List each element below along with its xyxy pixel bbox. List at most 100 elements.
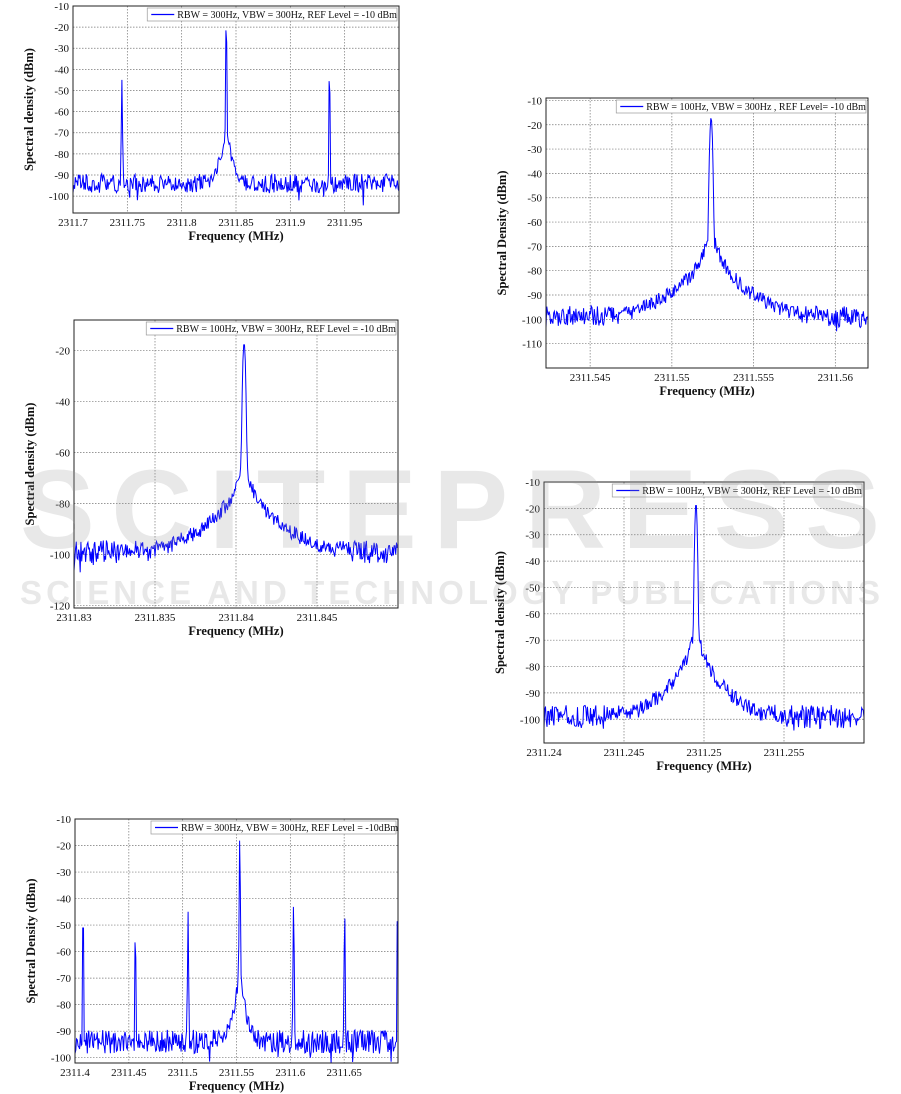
- x-tick-label: 2311.255: [764, 747, 805, 759]
- x-tick-label: 2311.6: [275, 1067, 305, 1079]
- y-tick-label: -100: [49, 191, 70, 203]
- y-tick-label: -10: [527, 95, 542, 107]
- y-tick-label: -30: [56, 867, 71, 879]
- x-tick-label: 2311.95: [327, 217, 363, 229]
- y-tick-label: -40: [56, 894, 71, 906]
- x-axis-label: Frequency (MHz): [656, 759, 751, 773]
- x-tick-label: 2311.8: [167, 217, 197, 229]
- spectrum-chart-2: 2311.83 2311.835 2311.84 2311.845 -20 -40 -60 -…: [23, 319, 399, 638]
- y-tick-label: -10: [54, 1, 69, 13]
- y-tick-label: -20: [56, 841, 71, 853]
- y-tick-label: -20: [525, 503, 540, 515]
- x-tick-label: 2311.555: [733, 372, 774, 384]
- y-tick-label: -20: [527, 120, 542, 132]
- y-tick-label: -80: [527, 266, 542, 278]
- y-tick-label: -50: [525, 582, 540, 594]
- y-tick-label: -100: [51, 1053, 72, 1065]
- y-tick-label: -60: [55, 448, 70, 460]
- y-tick-label: -30: [54, 43, 69, 55]
- y-tick-label: -50: [527, 193, 542, 205]
- x-tick-label: 2311.9: [275, 217, 305, 229]
- axes-frame: [543, 481, 865, 744]
- y-tick-label: -10: [525, 477, 540, 489]
- legend: RBW = 100Hz, VBW = 300Hz , REF Level= -1…: [615, 99, 867, 114]
- spectrum-chart-1: 2311.7 2311.75 2311.8 2311.85 2311.9 2311.95 -…: [22, 1, 400, 243]
- y-tick-label: -80: [525, 662, 540, 674]
- y-tick-label: -50: [56, 920, 71, 932]
- x-tick-label: 2311.25: [686, 747, 722, 759]
- y-tick-label: -80: [55, 499, 70, 511]
- y-axis-label: Spectral density (dBm): [493, 551, 507, 674]
- y-tick-label: -100: [522, 314, 543, 326]
- spectrum-chart-4: 2311.24 2311.245 2311.25 2311.255 -10 -20 -30 -…: [493, 477, 865, 773]
- spectrum-trace: [74, 840, 399, 1064]
- y-tick-label: -90: [56, 1026, 71, 1038]
- x-tick-label: 2311.7: [58, 217, 88, 229]
- x-axis-label: Frequency (MHz): [188, 229, 283, 243]
- y-tick-label: -80: [54, 149, 69, 161]
- x-tick-label: 2311.75: [110, 217, 146, 229]
- x-tick-label: 2311.845: [297, 612, 338, 624]
- y-tick-label: -60: [525, 609, 540, 621]
- y-tick-label: -100: [520, 714, 541, 726]
- x-tick-label: 2311.55: [219, 1067, 255, 1079]
- legend-label: RBW = 100Hz, VBW = 300Hz, REF Level = -1…: [176, 324, 396, 335]
- legend-box: [615, 99, 867, 114]
- x-tick-label: 2311.56: [818, 372, 854, 384]
- y-tick-label: -70: [56, 973, 71, 985]
- y-tick-label: -80: [56, 1000, 71, 1012]
- axes-frame: [72, 5, 400, 214]
- plot-area: [546, 98, 868, 368]
- y-tick-label: -90: [54, 170, 69, 182]
- x-tick-label: 2311.245: [604, 747, 645, 759]
- y-tick-label: -20: [55, 346, 70, 358]
- y-tick-label: -60: [54, 107, 69, 119]
- y-tick-label: -50: [54, 85, 69, 97]
- y-tick-label: -20: [54, 22, 69, 34]
- x-tick-label: 2311.45: [111, 1067, 147, 1079]
- y-tick-label: -40: [527, 168, 542, 180]
- x-tick-label: 2311.545: [570, 372, 611, 384]
- spectrum-trace: [545, 118, 869, 332]
- x-tick-label: 2311.5: [168, 1067, 198, 1079]
- y-tick-label: -60: [56, 947, 71, 959]
- y-tick-label: -70: [525, 635, 540, 647]
- x-tick-label: 2311.65: [326, 1067, 362, 1079]
- legend-label: RBW = 300Hz, VBW = 300Hz, REF Level = -1…: [181, 823, 398, 834]
- x-axis-label: Frequency (MHz): [659, 384, 754, 398]
- y-axis-label: Spectral density (dBm): [22, 48, 36, 171]
- y-tick-label: -40: [54, 64, 69, 76]
- y-tick-label: -30: [527, 144, 542, 156]
- y-tick-label: -70: [54, 128, 69, 140]
- legend: RBW = 100Hz, VBW = 300Hz, REF Level = -1…: [611, 483, 863, 498]
- y-tick-label: -110: [522, 339, 542, 351]
- legend-label: RBW = 100Hz, VBW = 300Hz, REF Level = -1…: [642, 486, 862, 497]
- axes-frame: [74, 818, 399, 1064]
- legend-label: RBW = 100Hz, VBW = 300Hz , REF Level= -1…: [646, 102, 866, 113]
- y-tick-label: -90: [525, 688, 540, 700]
- legend-box: [146, 7, 398, 22]
- x-tick-label: 2311.85: [218, 217, 254, 229]
- y-tick-label: -10: [56, 814, 71, 826]
- spectrum-chart-5: 2311.4 2311.45 2311.5 2311.55 2311.6 2311.65 -…: [24, 814, 399, 1093]
- y-tick-label: -70: [527, 241, 542, 253]
- y-tick-label: -90: [527, 290, 542, 302]
- legend-box: [145, 321, 397, 336]
- spectrum-trace: [72, 30, 400, 206]
- x-tick-label: 2311.4: [60, 1067, 90, 1079]
- legend: RBW = 100Hz, VBW = 300Hz, REF Level = -1…: [145, 321, 397, 336]
- x-axis-label: Frequency (MHz): [188, 624, 283, 638]
- spectrum-chart-3: 2311.545 2311.55 2311.555 2311.56 -10 -20 -30 -…: [495, 95, 869, 398]
- spectrum-trace: [73, 344, 399, 573]
- y-tick-label: -60: [527, 217, 542, 229]
- y-tick-label: -40: [525, 556, 540, 568]
- legend: RBW = 300Hz, VBW = 300Hz, REF Level = -1…: [146, 7, 398, 22]
- legend-box: [611, 483, 863, 498]
- y-axis-label: Spectral Density (dBm): [495, 171, 509, 296]
- y-tick-label: -40: [55, 397, 70, 409]
- x-tick-label: 2311.84: [218, 612, 254, 624]
- y-tick-label: -100: [50, 549, 71, 561]
- axes-frame: [545, 97, 869, 369]
- legend: RBW = 300Hz, VBW = 300Hz, REF Level = -1…: [150, 820, 398, 835]
